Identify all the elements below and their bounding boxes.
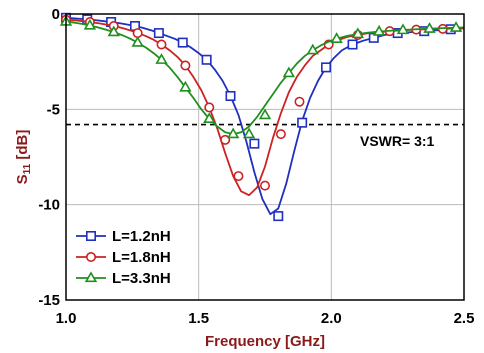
- legend-marker: [86, 252, 97, 263]
- data-point: [203, 112, 216, 124]
- data-point: [368, 32, 379, 43]
- data-point: [259, 180, 270, 191]
- legend-entry: L=1.8nH: [76, 249, 171, 266]
- y-tick-label: -5: [47, 101, 60, 118]
- data-point: [226, 127, 240, 139]
- y-tick-label: -10: [38, 197, 60, 214]
- data-point: [225, 90, 236, 101]
- y-axis-title-main: S: [14, 174, 31, 184]
- legend-marker: [84, 271, 98, 283]
- x-tick-label: 2.0: [321, 310, 342, 327]
- data-point: [156, 39, 167, 50]
- data-point: [258, 108, 272, 120]
- data-point: [423, 22, 436, 33]
- legend-marker: [86, 231, 97, 242]
- data-point: [201, 54, 212, 65]
- vswr-label: VSWR= 3:1: [360, 133, 435, 149]
- series-3: [59, 15, 465, 139]
- data-point: [107, 25, 120, 37]
- y-tick-label: 0: [52, 6, 60, 23]
- series-line: [65, 20, 465, 136]
- data-point: [297, 117, 308, 128]
- legend-entry: L=3.3nH: [76, 270, 171, 287]
- legend-label: L=3.3nH: [112, 270, 171, 287]
- data-point: [155, 53, 168, 64]
- y-tick-label: -15: [38, 292, 60, 309]
- y-axis-title-unit: [dB]: [14, 130, 31, 164]
- data-point: [153, 28, 164, 39]
- data-point: [179, 80, 192, 92]
- y-axis-title: S11 [dB]: [14, 130, 33, 185]
- legend-label: L=1.8nH: [112, 249, 171, 266]
- data-point: [83, 18, 97, 30]
- data-point: [330, 32, 343, 43]
- legend: L=1.2nH L=1.8nH L=3.3nH: [76, 228, 171, 287]
- x-tick-label: 1.5: [188, 310, 209, 327]
- x-tick-label: 1.0: [56, 310, 77, 327]
- plot-frame: [65, 13, 465, 301]
- series-layer: [59, 12, 465, 222]
- data-point: [204, 102, 215, 113]
- data-point: [351, 27, 365, 39]
- legend-label: L=1.2nH: [112, 228, 171, 245]
- data-point: [294, 96, 305, 107]
- data-point: [273, 211, 284, 222]
- data-point: [449, 21, 463, 32]
- data-point: [321, 62, 332, 73]
- plot-area: [66, 14, 464, 300]
- y-axis-title-sub: 11: [22, 163, 33, 174]
- data-point: [242, 127, 256, 139]
- data-point: [177, 37, 188, 48]
- data-point: [275, 129, 286, 140]
- data-point: [233, 171, 244, 182]
- data-point: [131, 35, 144, 47]
- data-point: [180, 60, 191, 71]
- x-axis-title: Frequency [GHz]: [205, 333, 325, 350]
- legend-entry: L=1.2nH: [76, 228, 171, 245]
- data-point: [372, 24, 386, 36]
- data-point: [282, 66, 296, 78]
- tick-labels: 1.0 1.5 2.0 2.5 0 -5 -10 -15: [38, 6, 474, 327]
- data-point: [249, 138, 260, 149]
- data-point: [396, 23, 410, 35]
- series-line: [65, 16, 465, 216]
- x-tick-label: 2.5: [454, 310, 475, 327]
- data-point: [306, 43, 319, 55]
- data-point: [347, 39, 358, 50]
